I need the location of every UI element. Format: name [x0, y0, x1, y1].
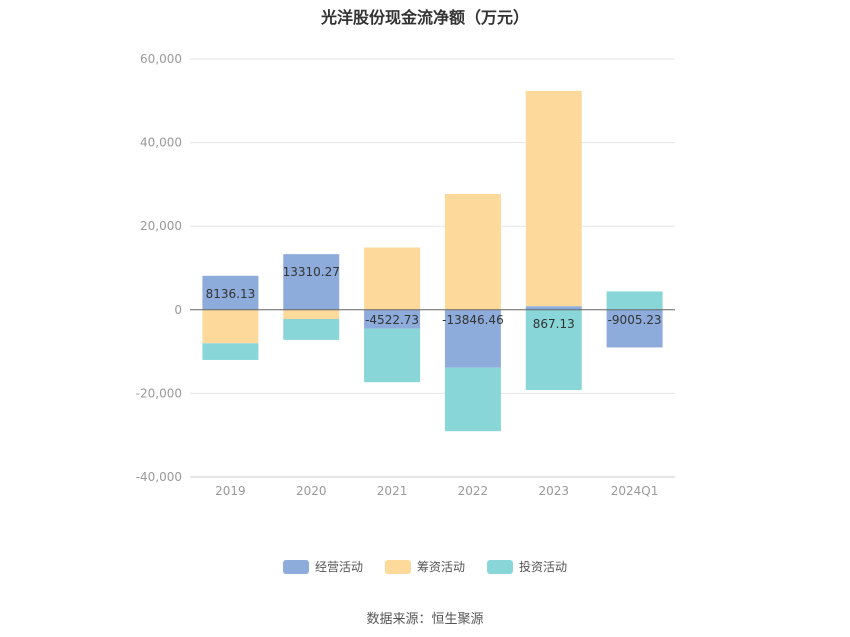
- cashflow-stacked-bar-chart: 60,000 40,000 20,000 0 -20,000 -40,000 2019 202…: [136, 52, 675, 498]
- bar-segment: [444, 309, 501, 368]
- bar-segment: [444, 194, 501, 310]
- bar-segment: [444, 367, 501, 432]
- data-label: -13846.46: [442, 313, 504, 327]
- data-label: 8136.13: [206, 287, 256, 301]
- data-label: 13310.27: [283, 265, 340, 279]
- bar-segment: [606, 309, 663, 348]
- x-tick-label: 2024Q1: [611, 484, 659, 498]
- y-tick-label: -20,000: [136, 386, 182, 400]
- axes: 60,000 40,000 20,000 0 -20,000 -40,000 2019 202…: [136, 52, 675, 498]
- bar-segment: [606, 291, 663, 310]
- data-label: 867.13: [533, 317, 575, 331]
- legend-item[interactable]: 筹资活动: [384, 558, 465, 575]
- chart-title: 光洋股份现金流净额（万元）: [320, 8, 529, 27]
- bar-segment: [525, 306, 582, 310]
- bar-segment: [525, 309, 582, 391]
- data-label: -9005.23: [608, 313, 662, 327]
- bar-segment: [202, 309, 259, 344]
- legend-label: 筹资活动: [416, 560, 465, 574]
- x-tick-label: 2020: [296, 484, 327, 498]
- legend-label: 投资活动: [519, 560, 568, 574]
- bar-segment: [202, 343, 259, 360]
- bar-segment: [283, 309, 340, 319]
- bar-segment: [202, 275, 259, 310]
- bar-segment: [283, 318, 340, 340]
- legend-swatch: [282, 559, 309, 574]
- legend-label: 经营活动: [314, 560, 363, 574]
- y-tick-label: 20,000: [140, 219, 182, 233]
- legend-swatch: [384, 559, 411, 574]
- gridlines: [190, 58, 675, 478]
- x-tick-label: 2022: [458, 484, 489, 498]
- bar-segment: [364, 328, 421, 383]
- legend-swatch: [487, 559, 513, 574]
- y-tick-label: 40,000: [140, 136, 182, 150]
- y-tick-label: 0: [174, 303, 182, 317]
- data-source: 数据来源：恒生聚源: [366, 612, 484, 627]
- x-tick-label: 2019: [215, 484, 246, 498]
- legend-item[interactable]: 经营活动: [282, 558, 363, 575]
- x-tick-label: 2023: [538, 484, 569, 498]
- x-tick-label: 2021: [377, 484, 408, 498]
- data-labels: 8136.13 13310.27 -4522.73 -13846.46 867.13 -9…: [206, 265, 662, 331]
- legend: 经营活动 筹资活动 投资活动: [0, 558, 850, 575]
- bar-segment: [283, 254, 340, 310]
- data-label: -4522.73: [365, 313, 419, 327]
- bar-segment: [364, 309, 421, 329]
- y-tick-label: -40,000: [136, 470, 182, 484]
- bar-segment: [525, 90, 582, 307]
- legend-item[interactable]: 投资活动: [487, 558, 567, 575]
- bar-segment: [364, 247, 421, 310]
- bars: [202, 90, 663, 432]
- y-tick-label: 60,000: [140, 52, 182, 66]
